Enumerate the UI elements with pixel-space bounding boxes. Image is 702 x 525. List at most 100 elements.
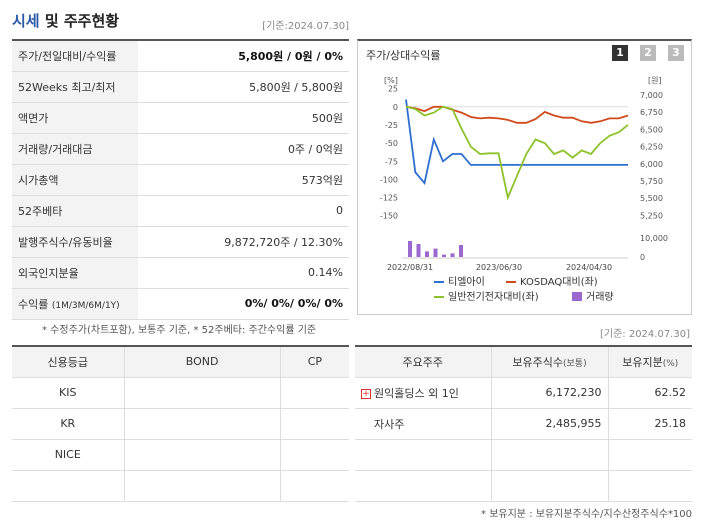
right-axis-unit: [원] — [648, 76, 662, 85]
credit-cell — [124, 377, 281, 409]
chart-panel: 주가/상대수익률 1 2 3 [%] [원] 25 0 -25 -50 -75 -100 -12… — [357, 39, 692, 315]
market-label-text: 거래량/거래대금 — [18, 142, 93, 156]
x-tick-label: 2024/04/30 — [566, 263, 612, 272]
right-tick-label: 6,000 — [640, 160, 663, 169]
credit-header: 신용등급 — [12, 345, 125, 378]
holders-row — [355, 470, 692, 502]
market-value: 5,800원 / 0원 / 0% — [138, 39, 349, 72]
market-label: 외국인지분율 — [12, 257, 138, 289]
x-tick-label: 2022/08/31 — [387, 263, 433, 272]
market-label: 액면가 — [12, 102, 138, 134]
market-row: 52Weeks 최고/최저 5,800원 / 5,800원 — [12, 71, 349, 103]
chart-page-3-button[interactable]: 3 — [668, 45, 684, 61]
chart-page-2-button[interactable]: 2 — [640, 45, 656, 61]
base-date: [기준:2024.07.30] — [262, 21, 349, 32]
volume-bar — [442, 254, 446, 257]
credit-table: 신용등급 BOND CP KIS KR NICE — [12, 345, 349, 502]
market-label-text: 주가/전일대비/수익률 — [18, 49, 117, 63]
left-tick-label: -50 — [385, 139, 398, 148]
credit-header: BOND — [124, 345, 281, 378]
holders-header-text: 주요주주 — [402, 355, 443, 369]
credit-cell: NICE — [12, 439, 125, 471]
credit-cell — [280, 439, 349, 471]
left-tick-label: 0 — [393, 103, 398, 112]
credit-cell — [280, 408, 349, 440]
holders-header: 주요주주 — [355, 345, 492, 378]
holder-shares: 2,485,955 — [491, 408, 609, 440]
legend-label: 거래량 — [586, 291, 614, 303]
market-label: 52주베타 — [12, 195, 138, 227]
volume-bar — [416, 244, 421, 257]
holders-header-text: 보유주식수 — [512, 355, 563, 369]
credit-cell — [280, 470, 349, 502]
holder-name: 자사주 — [355, 408, 492, 440]
holders-header: 보유지분(%) — [608, 345, 692, 378]
market-value: 0 — [138, 195, 349, 227]
holder-name-text: 원익홀딩스 외 1인 — [374, 386, 459, 400]
holders-row: 자사주 2,485,955 25.18 — [355, 408, 692, 440]
holders-note: * 보유지분 : 보유지분주식수/지수산정주식수*100 — [481, 509, 692, 520]
holders-row: + 원익홀딩스 외 1인 6,172,230 62.52 — [355, 377, 692, 409]
right-tick-label: 6,250 — [640, 143, 663, 152]
holder-pct: 25.18 — [608, 408, 692, 440]
title-highlight: 시세 — [12, 12, 40, 30]
left-axis-unit: [%] — [384, 76, 398, 85]
holder-pct — [608, 470, 692, 502]
market-row: 52주베타 0 — [12, 195, 349, 227]
market-value: 9,872,720주 / 12.30% — [138, 226, 349, 258]
right-tick-label: 5,500 — [640, 194, 663, 203]
plus-icon[interactable]: + — [361, 388, 371, 399]
market-label: 수익률 (1M/3M/6M/1Y) — [12, 288, 138, 320]
credit-cell — [124, 470, 281, 502]
volume-bar — [408, 241, 412, 257]
left-tick-label: 25 — [388, 85, 398, 94]
credit-cell — [280, 377, 349, 409]
credit-cell: KR — [12, 408, 125, 440]
market-label-text: 52주베타 — [18, 204, 63, 218]
series-line-2 — [405, 105, 629, 201]
series-line-0 — [405, 99, 628, 186]
legend-label: 일반전기전자대비(좌) — [448, 291, 539, 303]
holder-name[interactable]: + 원익홀딩스 외 1인 — [355, 377, 492, 409]
market-label-text: 외국인지분율 — [18, 266, 79, 280]
legend-label: 티엘아이 — [448, 275, 485, 288]
section-title: 시세 및 주주현황 — [12, 10, 119, 31]
holders-header-unit: (%) — [662, 358, 679, 369]
holders-header-unit: (보통) — [563, 358, 587, 369]
market-row: 거래량/거래대금 0주 / 0억원 — [12, 133, 349, 165]
right-tick-label: 6,750 — [640, 108, 663, 117]
holders-header: 보유주식수(보통) — [491, 345, 609, 378]
market-label-text: 액면가 — [18, 111, 49, 125]
chart-page-1-button[interactable]: 1 — [612, 45, 628, 61]
left-tick-label: -125 — [380, 194, 398, 203]
left-tick-label: -75 — [385, 157, 398, 166]
right-tick-label: 5,750 — [640, 177, 663, 186]
market-label: 주가/전일대비/수익률 — [12, 39, 138, 72]
chart-title: 주가/상대수익률 — [366, 49, 441, 62]
credit-cell — [12, 470, 125, 502]
holders-base-date: [기준: 2024.07.30] — [599, 329, 690, 340]
right-tick-label: 7,000 — [640, 91, 663, 100]
left-tick-label: -25 — [385, 121, 398, 130]
holders-table: 주요주주 보유주식수(보통) 보유지분(%) + 원익홀딩스 외 1인 6,172,23… — [355, 345, 692, 502]
legend-label: KOSDAQ대비(좌) — [520, 276, 598, 288]
market-row: 발행주식수/유동비율 9,872,720주 / 12.30% — [12, 226, 349, 258]
market-row: 주가/전일대비/수익률 5,800원 / 0원 / 0% — [12, 39, 349, 72]
market-label: 52Weeks 최고/최저 — [12, 71, 138, 103]
holder-pct: 62.52 — [608, 377, 692, 409]
credit-cell — [124, 408, 281, 440]
left-tick-label: -100 — [380, 175, 398, 184]
holder-name — [355, 470, 492, 502]
volume-bar — [433, 248, 438, 257]
holders-header-text: 보유지분 — [622, 355, 663, 369]
market-label-text: 발행주식수/유동비율 — [18, 235, 113, 249]
market-row: 외국인지분율 0.14% — [12, 257, 349, 289]
returns-chart: [%] [원] 25 0 -25 -50 -75 -100 -125 -150 7,000 6,750… — [380, 76, 668, 303]
holder-shares — [491, 470, 609, 502]
volume-bar — [459, 245, 463, 257]
credit-row — [12, 470, 349, 502]
market-value: 0%/ 0%/ 0%/ 0% — [138, 288, 349, 320]
credit-header: CP — [280, 345, 349, 378]
credit-row: KR — [12, 408, 349, 440]
market-label: 시가총액 — [12, 164, 138, 196]
